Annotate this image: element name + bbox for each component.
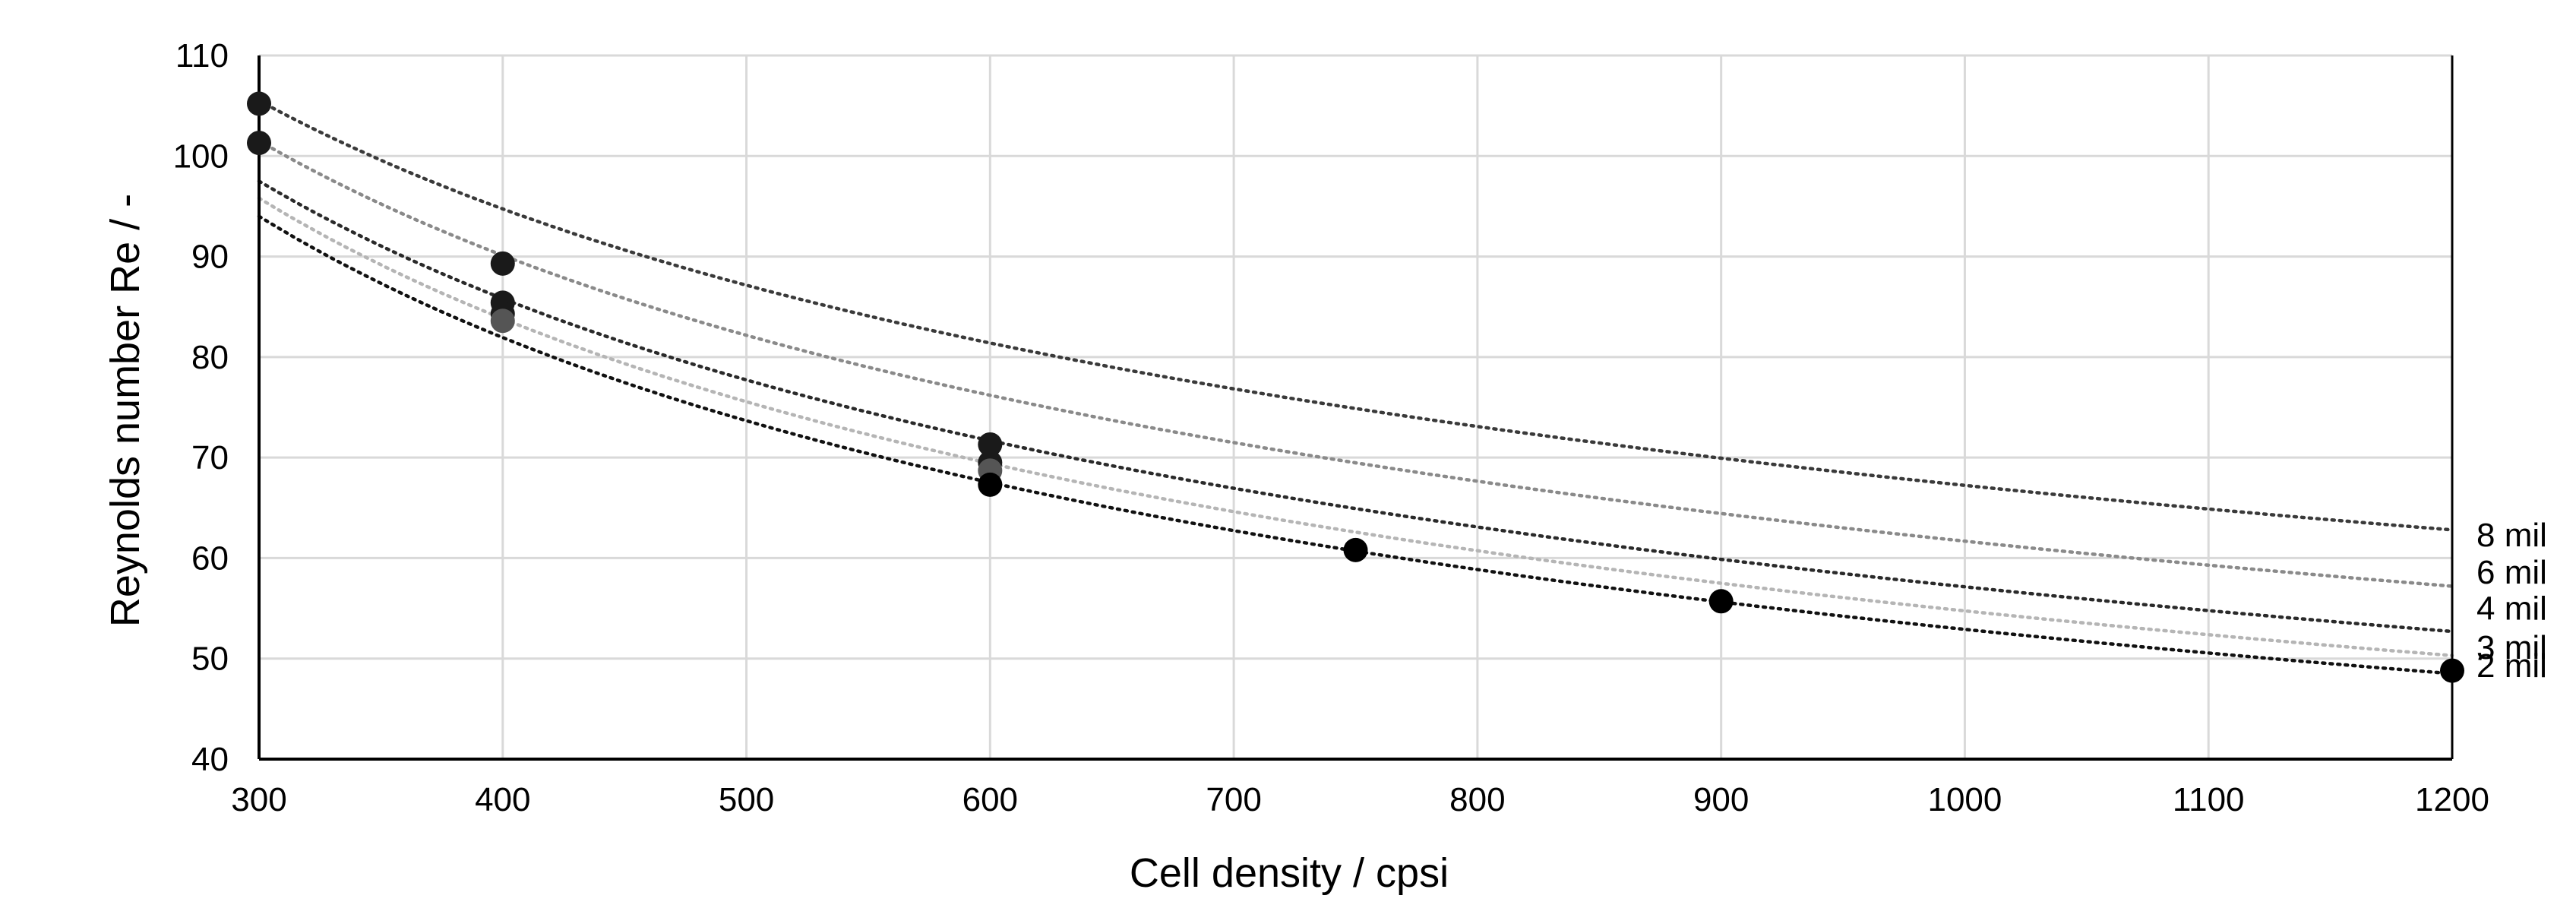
series-label-4-mil: 4 mil bbox=[2476, 590, 2547, 628]
x-tick-label-800: 800 bbox=[1449, 781, 1505, 818]
data-point-3-mil-400 bbox=[490, 309, 515, 334]
data-point-2-mil-750 bbox=[1343, 537, 1368, 562]
tick-labels: 300 400 500 600 700 800 900 1000 1100 1200 40 50 60 7… bbox=[173, 37, 2489, 818]
axes bbox=[258, 55, 2454, 761]
series-label-8-mil: 8 mil bbox=[2476, 517, 2547, 554]
x-tick-label-1000: 1000 bbox=[1927, 781, 2002, 818]
data-points bbox=[247, 91, 2464, 683]
x-tick-label-400: 400 bbox=[475, 781, 530, 818]
data-point-8-mil-400 bbox=[490, 251, 515, 276]
y-tick-label-100: 100 bbox=[173, 138, 229, 175]
y-tick-label-110: 110 bbox=[175, 37, 229, 74]
series-label-3-mil: 3 mil bbox=[2476, 629, 2547, 666]
y-tick-label-70: 70 bbox=[191, 439, 229, 476]
grid bbox=[258, 54, 2454, 761]
y-tick-label-50: 50 bbox=[191, 641, 229, 678]
x-tick-label-900: 900 bbox=[1693, 781, 1749, 818]
data-point-6-mil-600 bbox=[978, 432, 1003, 457]
y-tick-label-60: 60 bbox=[191, 540, 229, 577]
trend-line-6-mil bbox=[257, 139, 2454, 588]
x-tick-label-500: 500 bbox=[719, 781, 774, 818]
trend-lines bbox=[257, 99, 2454, 676]
x-tick-label-300: 300 bbox=[231, 781, 286, 818]
trend-line-3-mil bbox=[257, 196, 2454, 657]
data-point-2-mil-900 bbox=[1708, 589, 1734, 614]
x-tick-label-1100: 1100 bbox=[2173, 781, 2245, 818]
y-tick-label-80: 80 bbox=[191, 339, 229, 376]
y-tick-label-40: 40 bbox=[191, 741, 229, 778]
x-tick-label-700: 700 bbox=[1206, 781, 1261, 818]
data-point-2-mil-600 bbox=[978, 472, 1003, 497]
y-axis-title: Reynolds number Re / - bbox=[103, 194, 148, 627]
series-label-2-mil: 2 mil bbox=[2476, 647, 2547, 685]
data-point-8-mil-300 bbox=[247, 91, 271, 116]
x-tick-label-600: 600 bbox=[962, 781, 1018, 818]
data-point-2-mil-1200 bbox=[2440, 658, 2464, 683]
series-label-6-mil: 6 mil bbox=[2476, 554, 2547, 591]
x-axis-title: Cell density / cpsi bbox=[1130, 850, 1449, 896]
data-point-6-mil-300 bbox=[247, 131, 271, 156]
y-tick-label-90: 90 bbox=[191, 239, 229, 276]
x-tick-label-1200: 1200 bbox=[2415, 781, 2489, 818]
trend-line-8-mil bbox=[257, 99, 2454, 532]
trend-line-4-mil bbox=[257, 179, 2454, 634]
